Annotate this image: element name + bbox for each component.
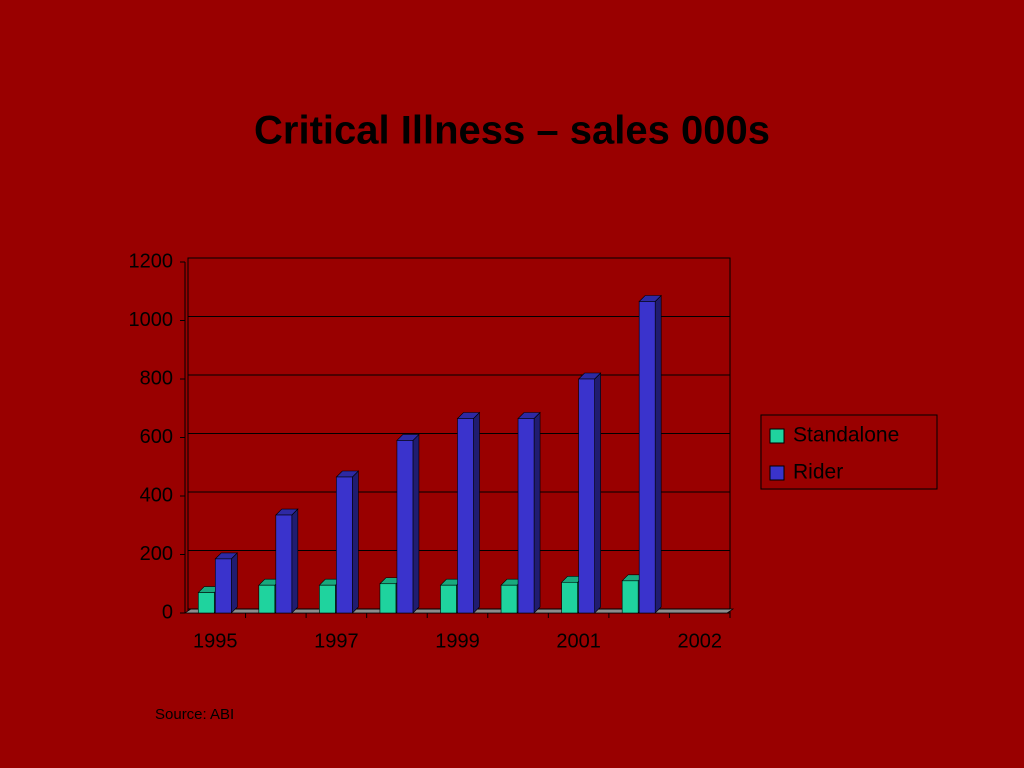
bar [561,581,578,614]
bar [214,558,232,614]
x-tick-label: 1995 [193,630,238,652]
bar-side [412,433,420,614]
legend-swatch [769,465,785,481]
bar [578,378,595,614]
x-tick-label: 2002 [677,630,722,652]
bar-side [352,470,359,614]
source-note: Source: ABI [155,706,234,723]
bar [275,514,293,614]
legend-label: Rider [793,461,843,484]
x-tick-label: 2001 [556,630,601,652]
chart-title: Critical Illness – sales 000s [254,109,770,153]
legend-box [760,414,938,490]
bar [197,592,215,614]
y-tick-label: 400 [140,484,173,506]
bar-side [473,411,480,614]
bar [319,584,336,614]
bar [638,301,656,614]
y-tick-label: 1000 [129,309,174,331]
bar [517,418,535,614]
bar [500,584,518,614]
x-tick-label: 1999 [435,630,480,652]
bar-side [533,411,541,614]
legend-label: Standalone [793,424,899,447]
bar-side [230,552,238,614]
bar [379,583,397,614]
bar [258,584,276,614]
y-tick-label: 200 [140,543,173,565]
bar [457,418,474,614]
bar-side [291,508,299,614]
legend-swatch [769,428,785,444]
y-tick-label: 1200 [129,250,174,272]
bar [621,580,639,614]
bar [440,584,457,614]
bar-side [594,372,601,614]
y-tick-label: 800 [140,367,173,389]
y-tick-label: 600 [140,426,173,448]
y-tick-label: 0 [162,601,173,623]
x-tick-label: 1997 [314,630,359,652]
bar-side [654,294,662,614]
bar [336,476,353,614]
bar [396,440,414,614]
